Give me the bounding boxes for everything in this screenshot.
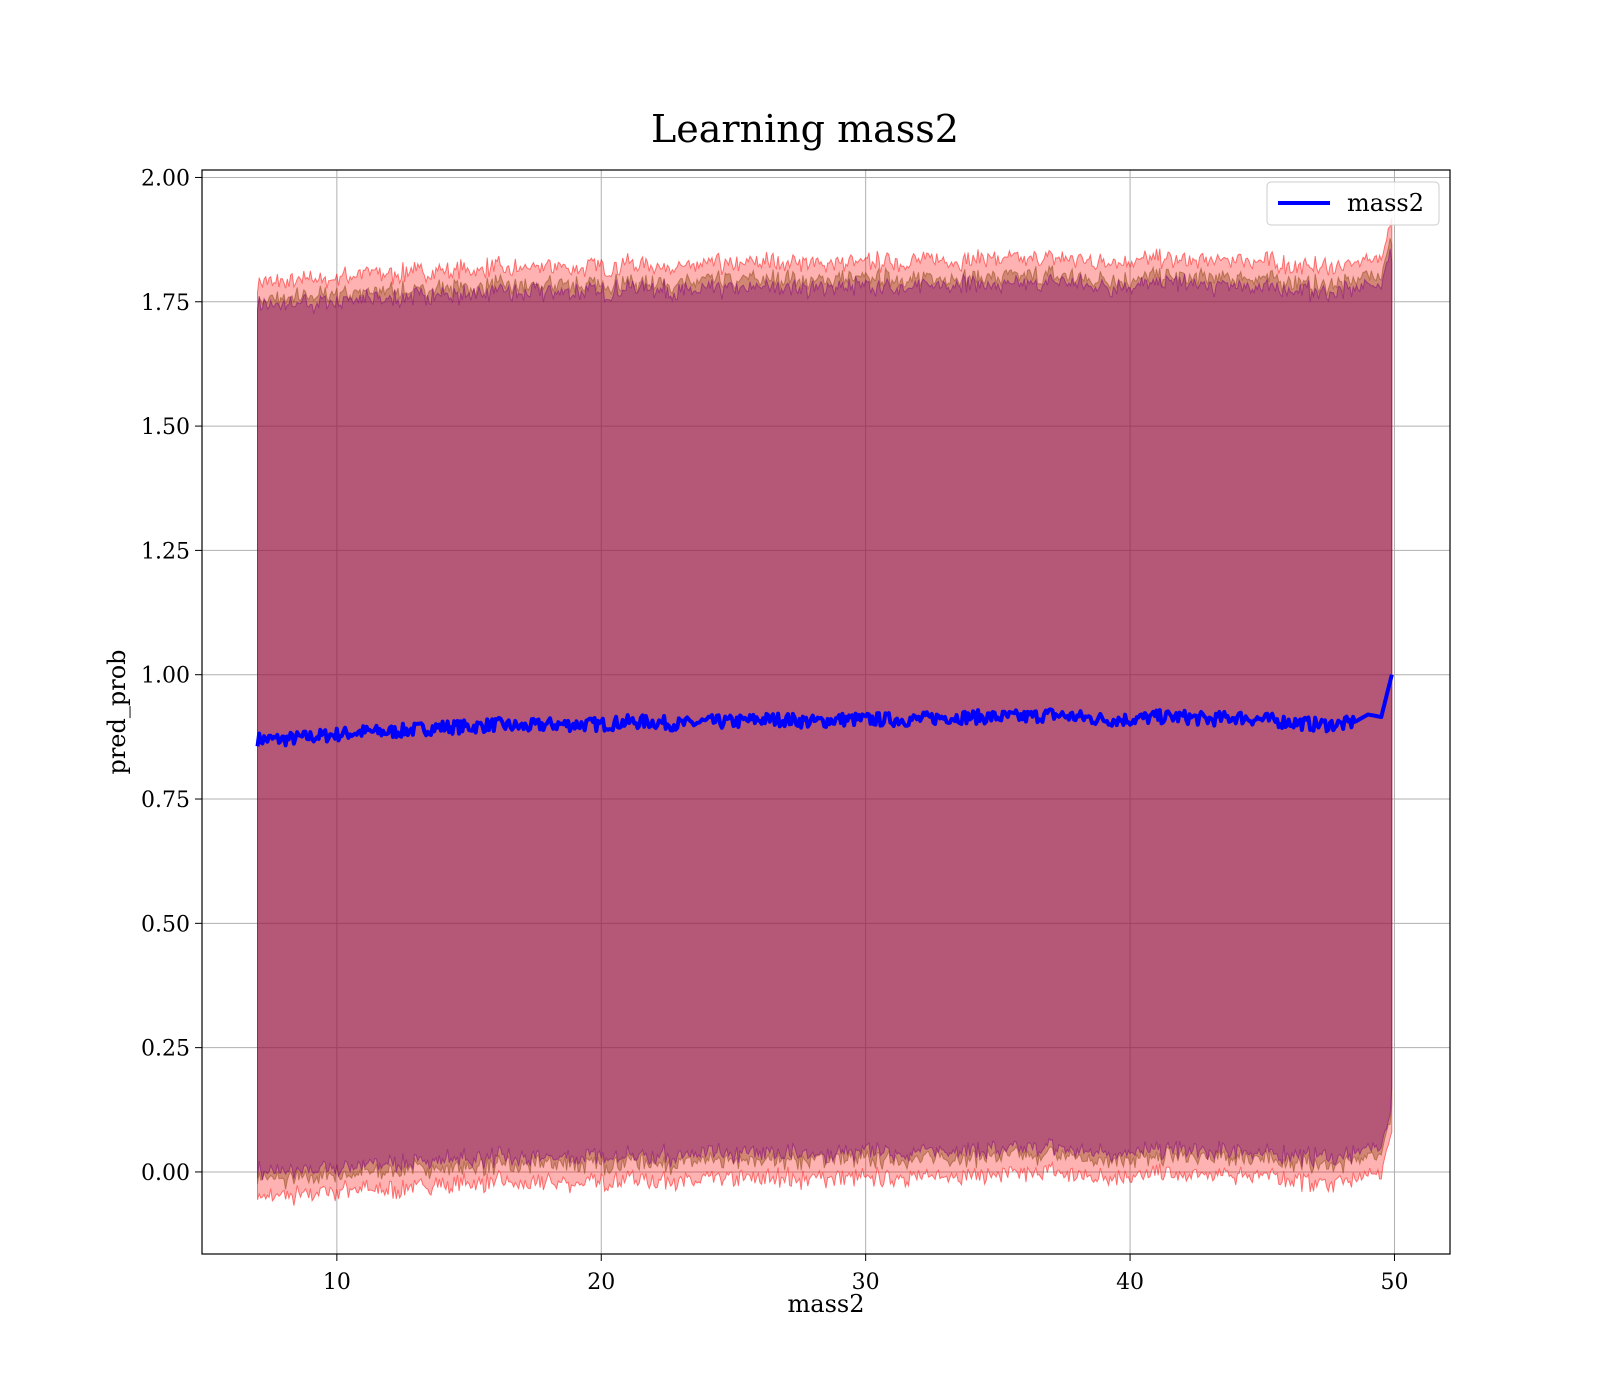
y-axis-label: pred_prob — [103, 649, 131, 774]
legend-label: mass2 — [1347, 189, 1424, 217]
series-lines — [255, 674, 1394, 748]
y-axis-ticks: 0.00 0.25 0.50 0.75 1.00 1.25 1.50 1.75 2.00 — [141, 166, 202, 1186]
band-0 — [257, 217, 1393, 1206]
x-axis-label: mass2 — [788, 1290, 865, 1318]
x-tick-label: 30 — [852, 1270, 880, 1295]
x-tick-label: 40 — [1116, 1270, 1144, 1295]
y-tick-label: 1.75 — [141, 291, 190, 316]
y-tick-label: 0.00 — [141, 1161, 190, 1186]
y-tick-label: 0.25 — [141, 1037, 190, 1062]
plot-frame — [201, 169, 1451, 1255]
legend-box — [1266, 181, 1440, 226]
x-tick-label: 50 — [1380, 1270, 1408, 1295]
x-tick-label: 20 — [587, 1270, 615, 1295]
x-axis-ticks: 10 20 30 40 50 — [323, 1254, 1408, 1295]
series-line-mass2 — [255, 674, 1394, 748]
y-tick-label: 0.50 — [141, 912, 190, 937]
y-tick-label: 1.00 — [141, 664, 190, 689]
y-tick-label: 2.00 — [141, 166, 190, 191]
band-1 — [257, 238, 1393, 1190]
chart-title: Learning mass2 — [651, 107, 959, 151]
y-tick-label: 0.75 — [141, 788, 190, 813]
x-tick-label: 10 — [323, 1270, 351, 1295]
y-tick-label: 1.25 — [141, 539, 190, 564]
band-2 — [257, 248, 1393, 1181]
y-tick-label: 1.50 — [141, 415, 190, 440]
grid — [202, 170, 1450, 1254]
uncertainty-bands — [257, 217, 1393, 1206]
legend: mass2 — [1266, 181, 1440, 226]
